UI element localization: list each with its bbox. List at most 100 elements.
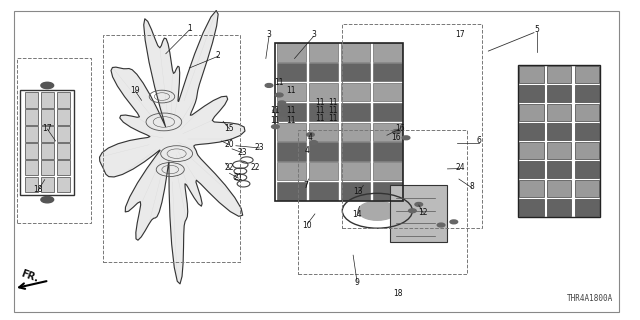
Text: 23: 23 [237, 148, 247, 156]
Bar [547, 123, 572, 140]
Text: 7: 7 [303, 181, 308, 190]
Bar [373, 142, 401, 161]
Circle shape [450, 220, 458, 224]
Bar [575, 199, 599, 216]
Bar [390, 185, 447, 243]
Circle shape [358, 201, 396, 220]
Bar [520, 104, 544, 121]
Text: 22: 22 [225, 164, 234, 172]
Bar [309, 43, 338, 61]
Bar [520, 66, 544, 83]
Bar [57, 177, 70, 192]
Text: 9: 9 [355, 278, 360, 287]
Polygon shape [100, 11, 245, 284]
Bar [41, 177, 54, 192]
Bar [17, 59, 91, 223]
Bar [575, 66, 599, 83]
Circle shape [415, 203, 422, 206]
Bar [41, 109, 54, 125]
Bar [373, 43, 401, 61]
Bar [20, 90, 74, 195]
Circle shape [437, 223, 445, 227]
Text: 4: 4 [305, 146, 310, 155]
Bar [309, 142, 338, 161]
Bar [520, 142, 544, 159]
Bar [277, 43, 306, 61]
Bar [41, 92, 54, 108]
Bar [341, 103, 370, 121]
Text: 11: 11 [287, 86, 296, 95]
Text: 21: 21 [234, 173, 243, 182]
Bar [57, 126, 70, 142]
Bar [298, 130, 467, 274]
Text: 11: 11 [316, 114, 324, 123]
Text: 11: 11 [328, 106, 337, 115]
Text: 23: 23 [255, 143, 264, 152]
Bar [26, 177, 38, 192]
Circle shape [310, 141, 317, 144]
Bar [309, 123, 338, 141]
Bar [575, 180, 599, 197]
Text: 6: 6 [477, 136, 482, 146]
Bar [373, 83, 401, 101]
Bar [309, 83, 338, 101]
Bar [341, 182, 370, 200]
Text: 12: 12 [419, 208, 428, 217]
Bar [26, 109, 38, 125]
Circle shape [316, 107, 324, 111]
Bar [277, 63, 306, 81]
Text: 18: 18 [393, 289, 403, 298]
Circle shape [271, 125, 279, 129]
Text: 22: 22 [250, 164, 260, 172]
Circle shape [408, 209, 416, 213]
Text: 3: 3 [311, 30, 316, 39]
Bar [57, 160, 70, 175]
Bar [520, 85, 544, 102]
Circle shape [323, 114, 330, 117]
Bar [341, 63, 370, 81]
Text: 3: 3 [267, 30, 271, 39]
Bar [41, 160, 54, 175]
Text: 15: 15 [225, 124, 234, 133]
Bar [575, 123, 599, 140]
Text: 17: 17 [42, 124, 52, 133]
Bar [373, 63, 401, 81]
Bar [342, 24, 483, 228]
Bar [373, 123, 401, 141]
Circle shape [278, 117, 285, 121]
Circle shape [265, 84, 273, 87]
Circle shape [273, 109, 280, 113]
Bar [341, 43, 370, 61]
Bar [547, 104, 572, 121]
Bar [26, 92, 38, 108]
Text: 14: 14 [352, 210, 362, 219]
Bar [309, 63, 338, 81]
Text: 20: 20 [225, 140, 234, 148]
Text: THR4A1800A: THR4A1800A [567, 294, 613, 303]
Bar [57, 109, 70, 125]
Text: 18: 18 [33, 185, 43, 194]
Bar [341, 123, 370, 141]
Bar [575, 104, 599, 121]
Bar [309, 162, 338, 180]
Bar [309, 182, 338, 200]
Bar [277, 103, 306, 121]
Text: 4: 4 [308, 133, 313, 142]
Bar [547, 66, 572, 83]
Bar [26, 143, 38, 158]
Bar [277, 142, 306, 161]
Bar [57, 143, 70, 158]
Bar [341, 162, 370, 180]
Text: 11: 11 [328, 114, 337, 123]
Bar [547, 161, 572, 178]
Bar [41, 143, 54, 158]
Bar [520, 161, 544, 178]
Bar [547, 199, 572, 216]
Bar [277, 182, 306, 200]
Circle shape [41, 196, 54, 203]
Text: 2: 2 [216, 51, 220, 60]
Bar [277, 123, 306, 141]
Bar [373, 162, 401, 180]
Circle shape [41, 82, 54, 89]
Text: 11: 11 [287, 106, 296, 115]
